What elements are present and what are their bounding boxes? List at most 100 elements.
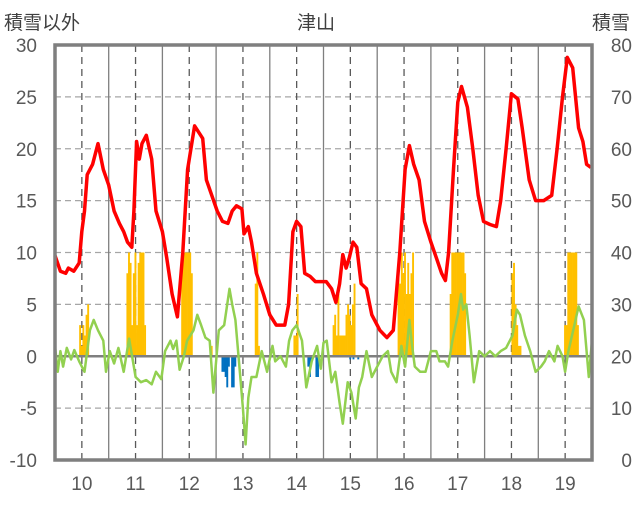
y2-tick-label: 20 (611, 347, 632, 368)
blue-bar (307, 356, 310, 367)
orange-bar (516, 325, 519, 357)
orange-bar (128, 252, 130, 357)
y-tick-label: 25 (16, 88, 37, 109)
orange-bar (514, 304, 517, 357)
x-tick-label: 12 (179, 474, 200, 495)
y2-tick-label: 30 (611, 295, 632, 316)
orange-bar (187, 252, 190, 357)
orange-bar (137, 262, 140, 357)
orange-bar (189, 252, 192, 357)
green-series-line (53, 287, 594, 446)
orange-bar (452, 252, 455, 357)
orange-bar (334, 314, 337, 357)
orange-bar (564, 325, 566, 357)
orange-bar (451, 252, 454, 357)
orange-bar (345, 314, 348, 357)
blue-bar (223, 356, 225, 372)
orange-bar (181, 252, 184, 357)
x-tick-label: 15 (340, 474, 361, 495)
x-tick-label: 19 (555, 474, 576, 495)
blue-bar (352, 356, 355, 360)
x-tick-label: 17 (447, 474, 468, 495)
x-tick-label: 10 (71, 474, 92, 495)
y2-tick-label: 50 (611, 192, 632, 213)
orange-bar (87, 304, 90, 357)
orange-bar (144, 325, 147, 357)
orange-bar (129, 262, 132, 357)
orange-bar (256, 252, 259, 357)
y-tick-label: -10 (10, 451, 37, 472)
orange-bar (82, 325, 85, 357)
y2-tick-label: 80 (611, 36, 632, 57)
orange-bar (567, 252, 570, 357)
orange-bar (80, 345, 83, 357)
y-tick-label: 5 (26, 295, 37, 316)
y-tick-label: 20 (16, 140, 37, 161)
chart-title: 津山 (297, 12, 336, 34)
orange-bar (573, 252, 576, 357)
orange-bar (405, 294, 408, 357)
y2-tick-label: 10 (611, 399, 632, 420)
orange-bar (399, 283, 402, 357)
x-tick-label: 14 (286, 474, 308, 495)
orange-bar (350, 325, 353, 357)
orange-bar (353, 283, 356, 357)
orange-bar (126, 273, 129, 357)
orange-bar (568, 252, 571, 357)
orange-bar (184, 252, 187, 357)
orange-bar (343, 335, 346, 357)
orange-bar (464, 273, 467, 357)
orange-bar (182, 252, 185, 357)
orange-bar (337, 294, 340, 357)
y-tick-label: 0 (26, 347, 37, 368)
orange-bar (190, 273, 193, 357)
y2-tick-label: 0 (621, 451, 632, 472)
orange-bar (456, 252, 459, 357)
blue-bar (227, 356, 230, 367)
orange-bar (519, 345, 522, 357)
orange-bar (293, 335, 296, 357)
orange-bar (142, 252, 145, 357)
orange-bar (139, 252, 142, 357)
orange-bar (513, 262, 515, 357)
y-tick-label: 10 (16, 244, 37, 265)
y2-tick-label: 40 (611, 244, 632, 265)
orange-bar (449, 294, 452, 357)
orange-bar (348, 314, 351, 357)
orange-bar (570, 252, 573, 357)
orange-bar (454, 252, 457, 357)
blue-bar (221, 356, 224, 372)
x-tick-label: 16 (393, 474, 414, 495)
orange-bar (79, 325, 82, 357)
orange-bar (572, 252, 575, 357)
orange-bar (517, 345, 520, 357)
x-tick-label: 13 (232, 474, 253, 495)
left-axis-title: 積雪以外 (4, 12, 81, 34)
right-axis-title: 積雪 (592, 12, 631, 34)
y2-tick-label: 60 (611, 140, 632, 161)
blue-bar (232, 356, 235, 388)
orange-bar (140, 252, 143, 357)
blue-bar (224, 356, 227, 377)
orange-bar (511, 273, 514, 357)
blue-bar (357, 356, 360, 360)
orange-bar (404, 252, 406, 357)
orange-bar (132, 273, 135, 357)
orange-bar (347, 304, 350, 357)
orange-bar (254, 283, 257, 357)
x-tick-label: 18 (501, 474, 522, 495)
blue-bar (234, 356, 237, 367)
orange-bar (332, 325, 335, 357)
orange-bar (83, 335, 86, 357)
x-tick-label: 11 (126, 474, 146, 495)
orange-bar (412, 252, 415, 357)
y-tick-label: -5 (20, 399, 37, 420)
orange-bar (576, 325, 579, 357)
orange-bar (257, 345, 260, 357)
blue-bar (226, 356, 229, 388)
orange-bar (397, 273, 400, 357)
blue-bar (315, 356, 318, 377)
orange-bar (342, 335, 345, 357)
